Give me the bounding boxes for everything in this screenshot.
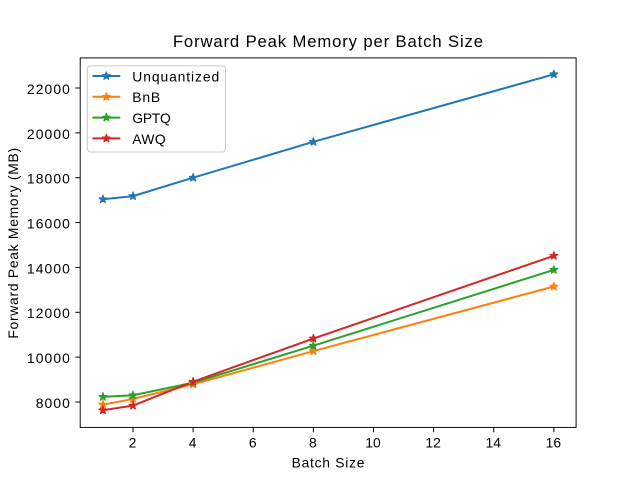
svg-text:22000: 22000 — [27, 81, 71, 97]
svg-text:18000: 18000 — [27, 171, 71, 187]
svg-text:20000: 20000 — [27, 126, 71, 142]
svg-text:6: 6 — [249, 435, 257, 451]
svg-text:AWQ: AWQ — [132, 131, 166, 147]
svg-text:16: 16 — [546, 435, 562, 451]
svg-text:10000: 10000 — [27, 350, 71, 366]
svg-text:4: 4 — [189, 435, 197, 451]
svg-text:8: 8 — [309, 435, 317, 451]
svg-text:8000: 8000 — [36, 395, 71, 411]
svg-text:16000: 16000 — [27, 216, 71, 232]
svg-text:14000: 14000 — [27, 260, 71, 276]
svg-text:2: 2 — [129, 435, 137, 451]
svg-text:BnB: BnB — [132, 89, 161, 105]
svg-text:Batch Size: Batch Size — [292, 454, 366, 470]
svg-text:Unquantized: Unquantized — [132, 68, 220, 84]
svg-text:Forward Peak Memory (MB): Forward Peak Memory (MB) — [5, 147, 21, 339]
svg-text:GPTQ: GPTQ — [132, 110, 171, 126]
svg-text:Forward Peak Memory per Batch: Forward Peak Memory per Batch Size — [173, 32, 484, 51]
svg-text:12000: 12000 — [27, 305, 71, 321]
svg-text:14: 14 — [486, 435, 502, 451]
svg-text:10: 10 — [365, 435, 381, 451]
svg-text:12: 12 — [425, 435, 441, 451]
